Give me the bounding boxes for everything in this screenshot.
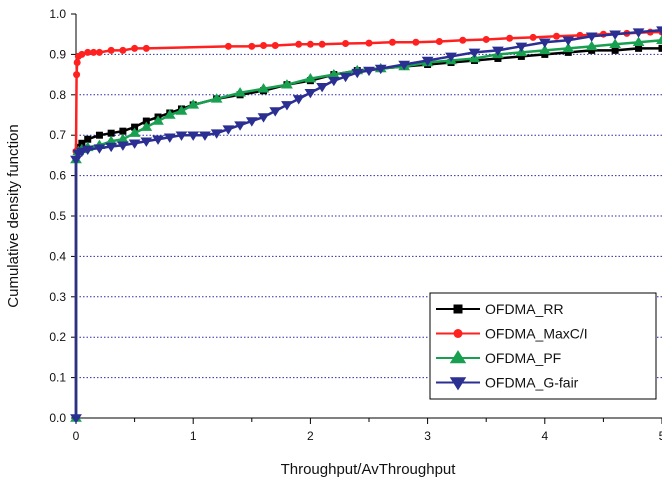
y-tick-label: 0.8 — [49, 88, 66, 102]
y-tick-label: 0.3 — [49, 290, 66, 304]
legend-label: OFDMA_PF — [485, 350, 561, 366]
data-point — [412, 39, 419, 46]
data-point — [119, 128, 126, 135]
legend: OFDMA_RR OFDMA_MaxC/I OFDMA_PF OFDMA_G-fair — [430, 293, 656, 399]
data-point — [131, 45, 138, 52]
data-point — [389, 39, 396, 46]
legend-swatch-marker — [454, 329, 463, 338]
data-point — [656, 35, 662, 44]
data-point — [307, 41, 314, 48]
y-tick-label: 0.0 — [49, 411, 66, 425]
y-tick-label: 0.2 — [49, 330, 66, 344]
data-point — [74, 59, 81, 66]
x-tick-label: 2 — [307, 429, 314, 443]
data-point — [84, 136, 91, 143]
data-point — [225, 43, 232, 50]
y-tick-label: 0.7 — [49, 128, 66, 142]
data-point — [319, 41, 326, 48]
x-tick-label: 5 — [659, 429, 662, 443]
data-point — [119, 47, 126, 54]
data-point — [96, 132, 103, 139]
data-point — [483, 36, 490, 43]
data-point — [73, 71, 80, 78]
x-axis-label: Throughput/AvThroughput — [281, 461, 457, 478]
x-tick-label: 4 — [541, 429, 548, 443]
data-point — [260, 42, 267, 49]
data-point — [96, 49, 103, 56]
y-tick-label: 0.5 — [49, 209, 66, 223]
x-tick-label: 0 — [73, 429, 80, 443]
data-point — [108, 130, 115, 137]
legend-label: OFDMA_MaxC/I — [485, 326, 588, 342]
y-tick-label: 0.1 — [49, 371, 66, 385]
data-point — [272, 42, 279, 49]
data-point — [506, 35, 513, 42]
y-tick-label: 0.4 — [49, 249, 66, 263]
data-point — [459, 37, 466, 44]
data-point — [248, 43, 255, 50]
data-point — [143, 45, 150, 52]
data-point — [366, 40, 373, 47]
data-point — [436, 38, 443, 45]
x-tick-label: 1 — [190, 429, 197, 443]
data-point — [295, 41, 302, 48]
legend-label: OFDMA_RR — [485, 301, 564, 317]
x-tick-label: 3 — [424, 429, 431, 443]
y-tick-label: 0.9 — [49, 47, 66, 61]
data-point — [108, 47, 115, 54]
data-point — [530, 34, 537, 41]
y-tick-label: 1.0 — [49, 7, 66, 21]
legend-swatch-marker — [454, 305, 463, 314]
y-tick-label: 0.6 — [49, 169, 66, 183]
data-point — [342, 40, 349, 47]
data-point — [659, 45, 662, 52]
data-point — [553, 33, 560, 40]
legend-label: OFDMA_G-fair — [485, 375, 579, 391]
y-axis-label: Cumulative density function — [5, 124, 22, 307]
